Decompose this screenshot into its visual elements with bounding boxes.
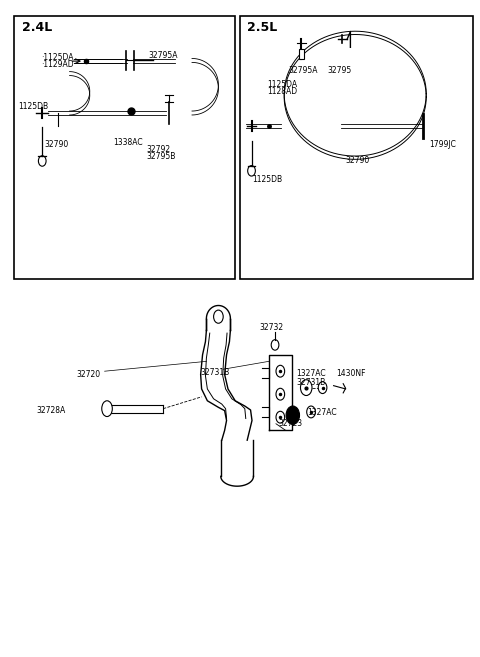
Circle shape xyxy=(286,406,300,424)
Text: 1125DA: 1125DA xyxy=(267,79,298,89)
Text: 1338AC: 1338AC xyxy=(113,138,143,147)
Text: 2.4L: 2.4L xyxy=(22,21,52,34)
Text: 2.5L: 2.5L xyxy=(247,21,277,34)
Text: 1327AC: 1327AC xyxy=(296,369,326,378)
Text: 1430NF: 1430NF xyxy=(336,369,365,378)
Text: 32792: 32792 xyxy=(146,145,170,154)
Bar xyxy=(14,16,235,279)
Text: 32795: 32795 xyxy=(327,66,352,76)
Text: ·1125DA: ·1125DA xyxy=(41,53,73,62)
Text: 32790: 32790 xyxy=(45,140,69,149)
Text: ·1129AD: ·1129AD xyxy=(41,60,73,69)
Text: 32790: 32790 xyxy=(346,156,370,165)
Text: 32732: 32732 xyxy=(259,323,283,332)
Text: 1327AC: 1327AC xyxy=(307,408,337,417)
Ellipse shape xyxy=(102,401,112,417)
Text: 1128AD: 1128AD xyxy=(267,87,298,96)
Text: 32723: 32723 xyxy=(278,419,302,428)
Text: 32795B: 32795B xyxy=(146,152,176,161)
Bar xyxy=(240,16,473,279)
Text: 32795A: 32795A xyxy=(288,66,317,76)
Text: 32728A: 32728A xyxy=(36,406,65,415)
Text: 1125DB: 1125DB xyxy=(252,175,282,184)
Text: 32731B: 32731B xyxy=(296,378,325,387)
Text: 1125DB: 1125DB xyxy=(18,102,48,111)
Text: 1799JC: 1799JC xyxy=(430,140,456,149)
Text: 32720: 32720 xyxy=(77,370,101,379)
Text: 32731B: 32731B xyxy=(201,368,230,377)
Text: 32795A: 32795A xyxy=(149,51,178,60)
Bar xyxy=(299,49,304,59)
